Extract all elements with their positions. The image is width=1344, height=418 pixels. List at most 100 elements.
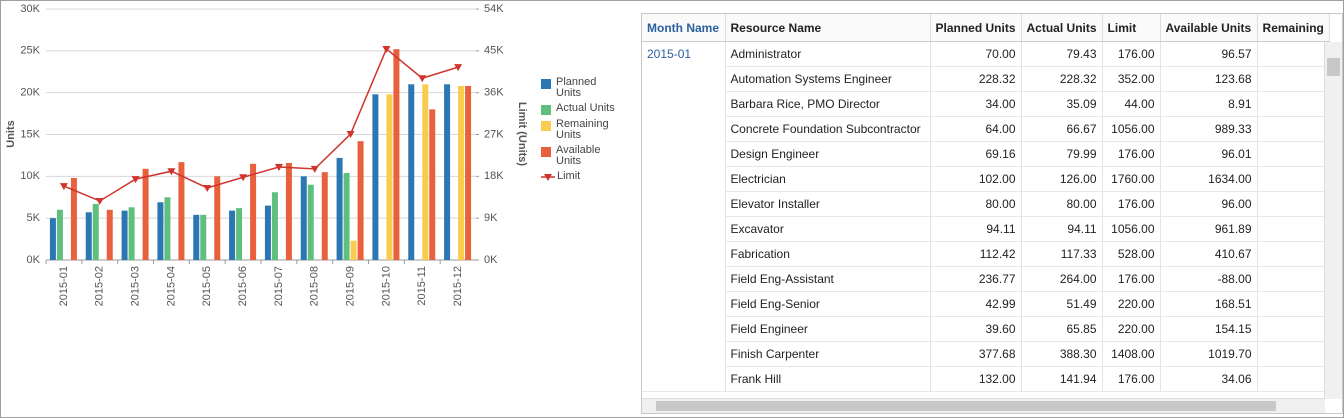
table-cell: 117.33 bbox=[1021, 241, 1103, 267]
bar bbox=[214, 176, 221, 260]
bar bbox=[408, 84, 415, 260]
table-cell-empty bbox=[1257, 141, 1330, 167]
marker bbox=[346, 131, 355, 139]
table-cell-empty bbox=[1257, 41, 1330, 67]
legend-swatch bbox=[541, 121, 551, 131]
y-tick-label: 0K bbox=[27, 254, 41, 266]
table-row: Finish Carpenter 377.68 388.30 1408.00 1019.… bbox=[642, 341, 1330, 367]
table-cell-empty bbox=[1257, 216, 1330, 242]
table-cell: 69.16 bbox=[930, 141, 1022, 167]
table-row: Barbara Rice, PMO Director 34.00 35.09 44.0… bbox=[642, 91, 1330, 117]
x-tick-label: 2015-02 bbox=[94, 266, 106, 306]
bar bbox=[336, 157, 343, 260]
column-header: Resource Name bbox=[725, 14, 931, 42]
bar bbox=[250, 163, 257, 260]
table-cell-empty bbox=[1257, 266, 1330, 292]
table-row: Field Eng-Assistant 236.77 264.00 176.00 -88… bbox=[642, 266, 1330, 292]
table-row: 2015-01 Administrator 70.00 79.43 176.00 96.5… bbox=[642, 41, 1330, 392]
bar bbox=[357, 141, 364, 260]
legend-label: Actual Units bbox=[556, 102, 615, 114]
table-cell: Administrator bbox=[725, 41, 931, 67]
table-cell: 39.60 bbox=[930, 316, 1022, 342]
y2-tick-label: 45K bbox=[484, 45, 504, 57]
bar bbox=[85, 212, 92, 260]
y2-tick-label: 27K bbox=[484, 128, 504, 140]
table-cell: Finish Carpenter bbox=[725, 341, 931, 367]
table: Month Name Resource Name Planned Units Actu… bbox=[642, 14, 1330, 392]
table-cell: Fabrication bbox=[725, 241, 931, 267]
table-cell-empty bbox=[1257, 66, 1330, 92]
table-cell: 410.67 bbox=[1160, 241, 1258, 267]
table-cell: 132.00 bbox=[930, 366, 1022, 392]
table-cell: 1760.00 bbox=[1102, 166, 1161, 192]
y2-axis-title: Limit (Units) bbox=[516, 102, 528, 166]
table-cell: Automation Systems Engineer bbox=[725, 66, 931, 92]
table-cell: 1019.70 bbox=[1160, 341, 1258, 367]
table-cell: 352.00 bbox=[1102, 66, 1161, 92]
x-tick-label: 2015-09 bbox=[344, 266, 356, 306]
legend-label: Available Units bbox=[556, 144, 601, 167]
table-row: Elevator Installer 80.00 80.00 176.00 96.00 bbox=[642, 191, 1330, 217]
table-row: Fabrication 112.42 117.33 528.00 410.67 bbox=[642, 241, 1330, 267]
marker bbox=[454, 64, 463, 72]
legend-item: Remaining Units bbox=[541, 119, 617, 141]
table-cell: 176.00 bbox=[1102, 141, 1161, 167]
table-cell: 94.11 bbox=[930, 216, 1022, 242]
table-cell-empty bbox=[1257, 116, 1330, 142]
table-cell: 96.01 bbox=[1160, 141, 1258, 167]
thead: Month Name Resource Name Planned Units Actu… bbox=[642, 14, 1330, 42]
legend: Planned Units Actual Units Remaining Units… bbox=[541, 77, 617, 186]
table-cell: 126.00 bbox=[1021, 166, 1103, 192]
table-cell: 96.00 bbox=[1160, 191, 1258, 217]
table-cell: 79.99 bbox=[1021, 141, 1103, 167]
legend-item: Planned Units bbox=[541, 77, 617, 99]
table-cell: 1056.00 bbox=[1102, 216, 1161, 242]
bar bbox=[372, 94, 379, 260]
legend-label: Remaining Units bbox=[556, 118, 609, 141]
bar bbox=[157, 202, 164, 260]
table-cell: 176.00 bbox=[1102, 41, 1161, 67]
table-cell: 176.00 bbox=[1102, 366, 1161, 392]
table-cell-empty bbox=[1257, 366, 1330, 392]
table-cell: 123.68 bbox=[1160, 66, 1258, 92]
y-tick-label: 15K bbox=[20, 128, 40, 140]
marker bbox=[203, 184, 212, 192]
table-cell: 35.09 bbox=[1021, 91, 1103, 117]
table-cell: 176.00 bbox=[1102, 266, 1161, 292]
table-cell: 34.00 bbox=[930, 91, 1022, 117]
bar bbox=[128, 207, 135, 260]
horizontal-scrollbar[interactable] bbox=[642, 398, 1325, 413]
bar bbox=[307, 184, 314, 260]
header-row: Month Name Resource Name Planned Units Actu… bbox=[642, 14, 1330, 42]
table-cell: Concrete Foundation Subcontractor bbox=[725, 116, 931, 142]
table-cell: 1634.00 bbox=[1160, 166, 1258, 192]
table-cell: Field Eng-Assistant bbox=[725, 266, 931, 292]
bar bbox=[200, 214, 207, 260]
table-cell-empty bbox=[1257, 316, 1330, 342]
legend-swatch bbox=[541, 79, 551, 89]
bar bbox=[386, 94, 393, 260]
marker bbox=[274, 164, 283, 172]
table-cell-empty bbox=[1257, 291, 1330, 317]
bar bbox=[56, 209, 63, 260]
bar bbox=[178, 162, 185, 260]
y-axis-title: Units bbox=[5, 120, 17, 148]
table-row: Excavator 94.11 94.11 1056.00 961.89 bbox=[642, 216, 1330, 242]
table-cell: 528.00 bbox=[1102, 241, 1161, 267]
table-cell: 80.00 bbox=[930, 191, 1022, 217]
x-tick-label: 2015-12 bbox=[452, 266, 464, 306]
legend-item: Actual Units bbox=[541, 103, 617, 115]
legend-swatch bbox=[541, 147, 551, 157]
column-header: Available Units bbox=[1160, 14, 1258, 42]
table-cell: 102.00 bbox=[930, 166, 1022, 192]
vertical-scrollbar[interactable] bbox=[1324, 42, 1342, 399]
x-tick-label: 2015-10 bbox=[380, 266, 392, 306]
table-cell: 79.43 bbox=[1021, 41, 1103, 67]
table-cell: 1056.00 bbox=[1102, 116, 1161, 142]
table-cell: 34.06 bbox=[1160, 366, 1258, 392]
legend-marker bbox=[544, 174, 552, 181]
table-cell: 220.00 bbox=[1102, 316, 1161, 342]
table-cell: 44.00 bbox=[1102, 91, 1161, 117]
bar bbox=[393, 49, 400, 260]
y-tick-label: 10K bbox=[20, 170, 40, 182]
